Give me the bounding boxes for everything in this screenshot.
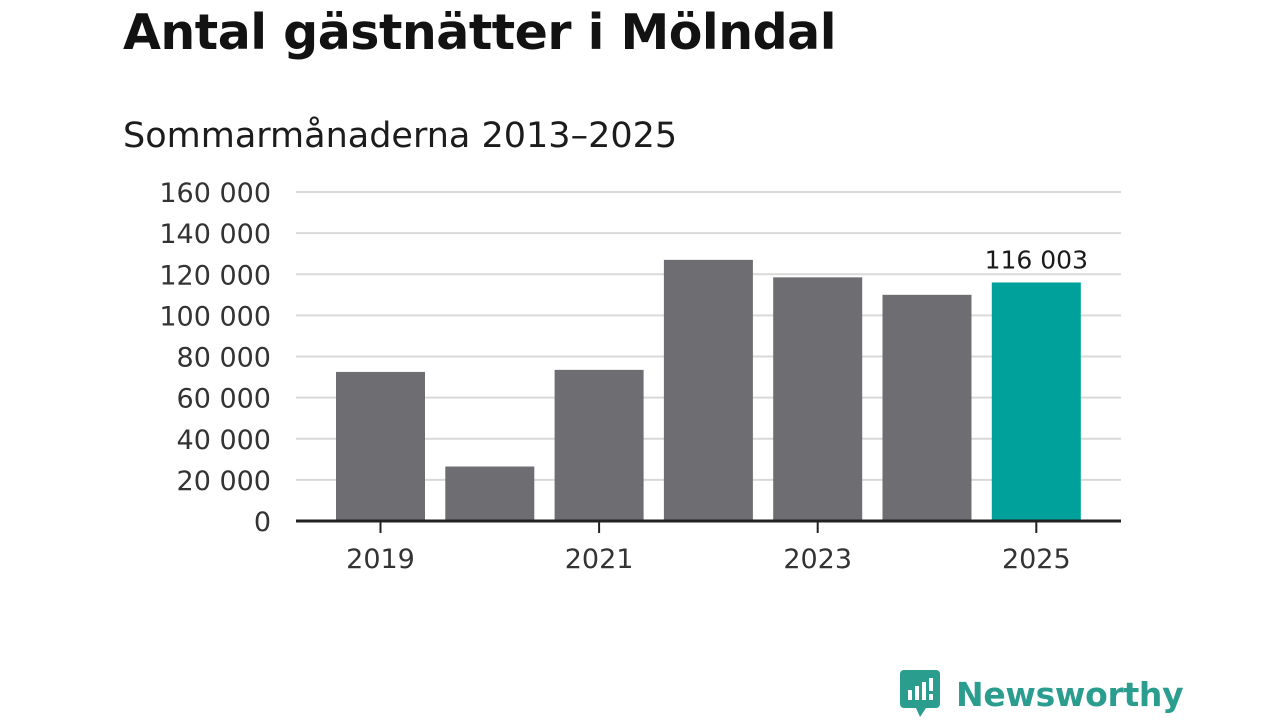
bar-2025 <box>991 282 1081 521</box>
x-tick-label: 2023 <box>783 544 852 575</box>
newsworthy-logo: Newsworthy <box>900 668 1184 720</box>
bar-2023 <box>773 277 863 521</box>
x-tick-label: 2019 <box>346 544 415 575</box>
bar-2024 <box>882 294 972 521</box>
y-axis-tick-labels: 0 20 000 40 000 60 000 80 000 100 000 120 000 1… <box>159 178 271 538</box>
chart-subtitle: Sommarmånaderna 2013–2025 <box>123 116 678 156</box>
bar-2022 <box>663 259 753 521</box>
newsworthy-logo-icon <box>900 670 940 717</box>
chart-title: Antal gästnätter i Mölndal <box>123 4 837 61</box>
x-tick-label: 2025 <box>1002 544 1071 575</box>
bar-2021 <box>554 369 644 521</box>
y-tick-label: 0 <box>254 507 271 538</box>
data-labels: 116 003 <box>985 245 1088 274</box>
y-tick-label: 120 000 <box>159 260 271 291</box>
x-axis-tick-labels: 2019 2021 2023 2025 <box>346 521 1071 575</box>
y-tick-label: 20 000 <box>177 466 271 497</box>
y-tick-label: 80 000 <box>177 343 271 374</box>
bar-2020 <box>445 466 535 521</box>
y-tick-label: 40 000 <box>177 425 271 456</box>
y-tick-label: 140 000 <box>159 219 271 250</box>
bars <box>336 259 1081 521</box>
data-label-2025: 116 003 <box>985 245 1088 274</box>
y-tick-label: 60 000 <box>177 384 271 415</box>
x-tick-label: 2021 <box>565 544 634 575</box>
bar-2019 <box>336 371 425 521</box>
y-tick-label: 100 000 <box>159 301 271 332</box>
bar-chart: 0 20 000 40 000 60 000 80 000 100 000 120 000 1… <box>159 178 1121 575</box>
newsworthy-logo-text: Newsworthy <box>956 674 1184 714</box>
y-tick-label: 160 000 <box>159 178 271 209</box>
